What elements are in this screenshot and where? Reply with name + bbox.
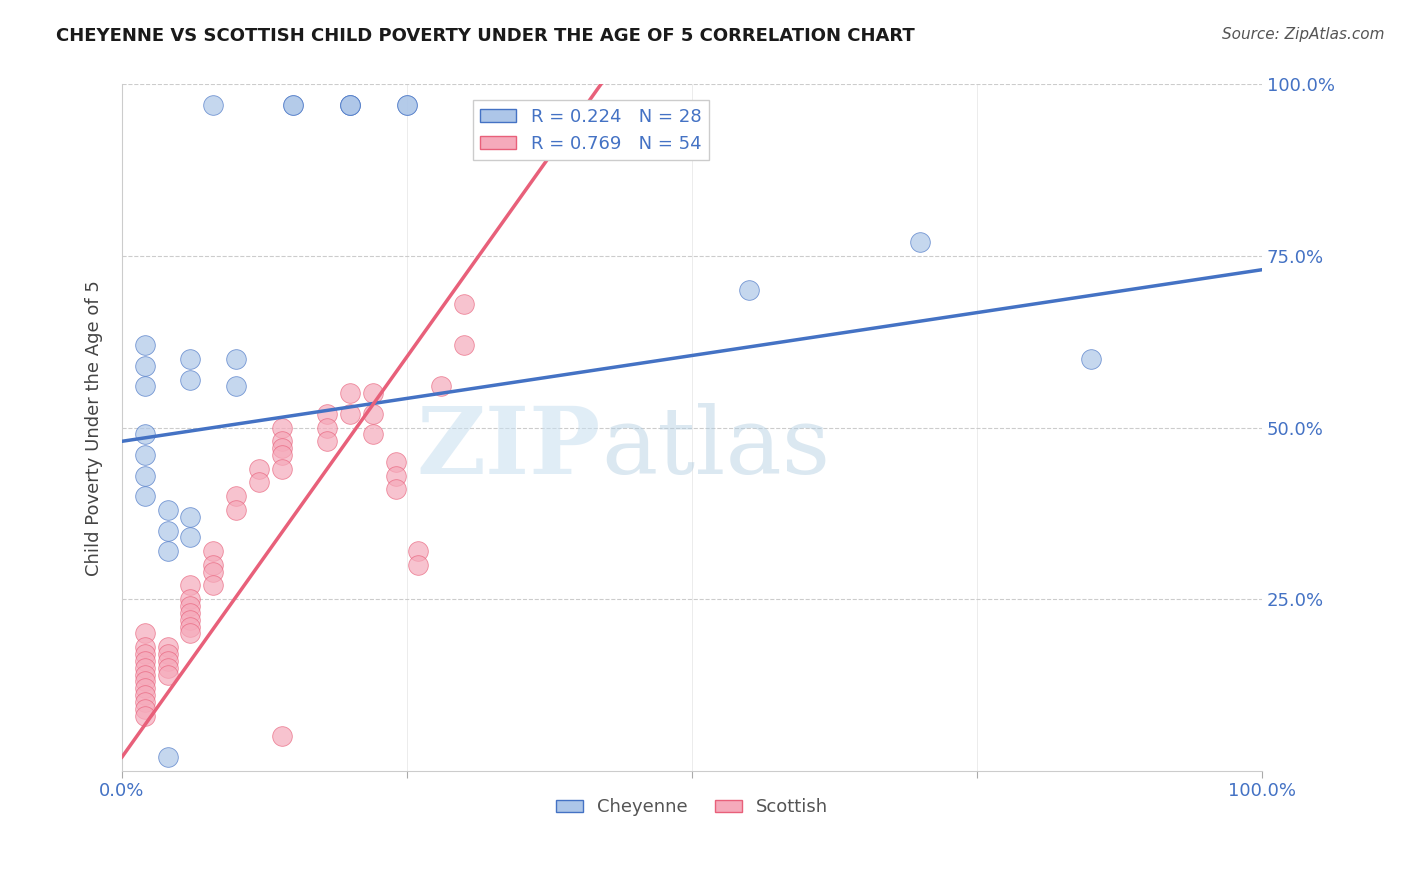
Point — [134, 647, 156, 661]
Point — [453, 338, 475, 352]
Point — [179, 606, 201, 620]
Point — [156, 750, 179, 764]
Point — [738, 283, 761, 297]
Point — [281, 98, 304, 112]
Point — [339, 98, 361, 112]
Point — [156, 503, 179, 517]
Point — [134, 702, 156, 716]
Point — [270, 434, 292, 449]
Point — [270, 461, 292, 475]
Point — [179, 578, 201, 592]
Point — [134, 674, 156, 689]
Point — [361, 407, 384, 421]
Point — [134, 667, 156, 681]
Point — [156, 544, 179, 558]
Point — [225, 379, 247, 393]
Point — [134, 695, 156, 709]
Point — [316, 407, 339, 421]
Point — [179, 351, 201, 366]
Point — [134, 681, 156, 696]
Text: Source: ZipAtlas.com: Source: ZipAtlas.com — [1222, 27, 1385, 42]
Y-axis label: Child Poverty Under the Age of 5: Child Poverty Under the Age of 5 — [86, 279, 103, 575]
Point — [408, 544, 430, 558]
Point — [339, 386, 361, 401]
Point — [1080, 351, 1102, 366]
Point — [202, 565, 225, 579]
Point — [453, 297, 475, 311]
Text: CHEYENNE VS SCOTTISH CHILD POVERTY UNDER THE AGE OF 5 CORRELATION CHART: CHEYENNE VS SCOTTISH CHILD POVERTY UNDER… — [56, 27, 915, 45]
Point — [134, 338, 156, 352]
Text: ZIP: ZIP — [416, 403, 600, 493]
Point — [384, 455, 406, 469]
Point — [361, 427, 384, 442]
Point — [134, 708, 156, 723]
Point — [384, 468, 406, 483]
Point — [179, 599, 201, 613]
Point — [202, 558, 225, 572]
Point — [156, 667, 179, 681]
Point — [281, 98, 304, 112]
Point — [270, 420, 292, 434]
Point — [408, 558, 430, 572]
Point — [339, 98, 361, 112]
Point — [134, 654, 156, 668]
Point — [156, 661, 179, 675]
Legend: Cheyenne, Scottish: Cheyenne, Scottish — [548, 791, 835, 823]
Point — [134, 640, 156, 655]
Point — [156, 524, 179, 538]
Point — [339, 98, 361, 112]
Point — [134, 468, 156, 483]
Point — [247, 461, 270, 475]
Point — [395, 98, 418, 112]
Point — [395, 98, 418, 112]
Point — [270, 730, 292, 744]
Point — [134, 661, 156, 675]
Point — [247, 475, 270, 490]
Point — [134, 379, 156, 393]
Point — [316, 420, 339, 434]
Point — [134, 427, 156, 442]
Point — [179, 592, 201, 607]
Point — [270, 448, 292, 462]
Point — [225, 351, 247, 366]
Point — [202, 578, 225, 592]
Point — [225, 489, 247, 503]
Point — [179, 530, 201, 544]
Point — [134, 626, 156, 640]
Point — [179, 372, 201, 386]
Point — [134, 489, 156, 503]
Point — [361, 386, 384, 401]
Point — [202, 544, 225, 558]
Point — [270, 441, 292, 455]
Point — [134, 688, 156, 702]
Point — [339, 407, 361, 421]
Text: atlas: atlas — [600, 403, 830, 493]
Point — [384, 483, 406, 497]
Point — [179, 613, 201, 627]
Point — [179, 619, 201, 633]
Point — [316, 434, 339, 449]
Point — [156, 654, 179, 668]
Point — [225, 503, 247, 517]
Point — [179, 626, 201, 640]
Point — [156, 647, 179, 661]
Point — [430, 379, 453, 393]
Point — [179, 509, 201, 524]
Point — [908, 235, 931, 250]
Point — [202, 98, 225, 112]
Point — [156, 640, 179, 655]
Point — [134, 359, 156, 373]
Point — [134, 448, 156, 462]
